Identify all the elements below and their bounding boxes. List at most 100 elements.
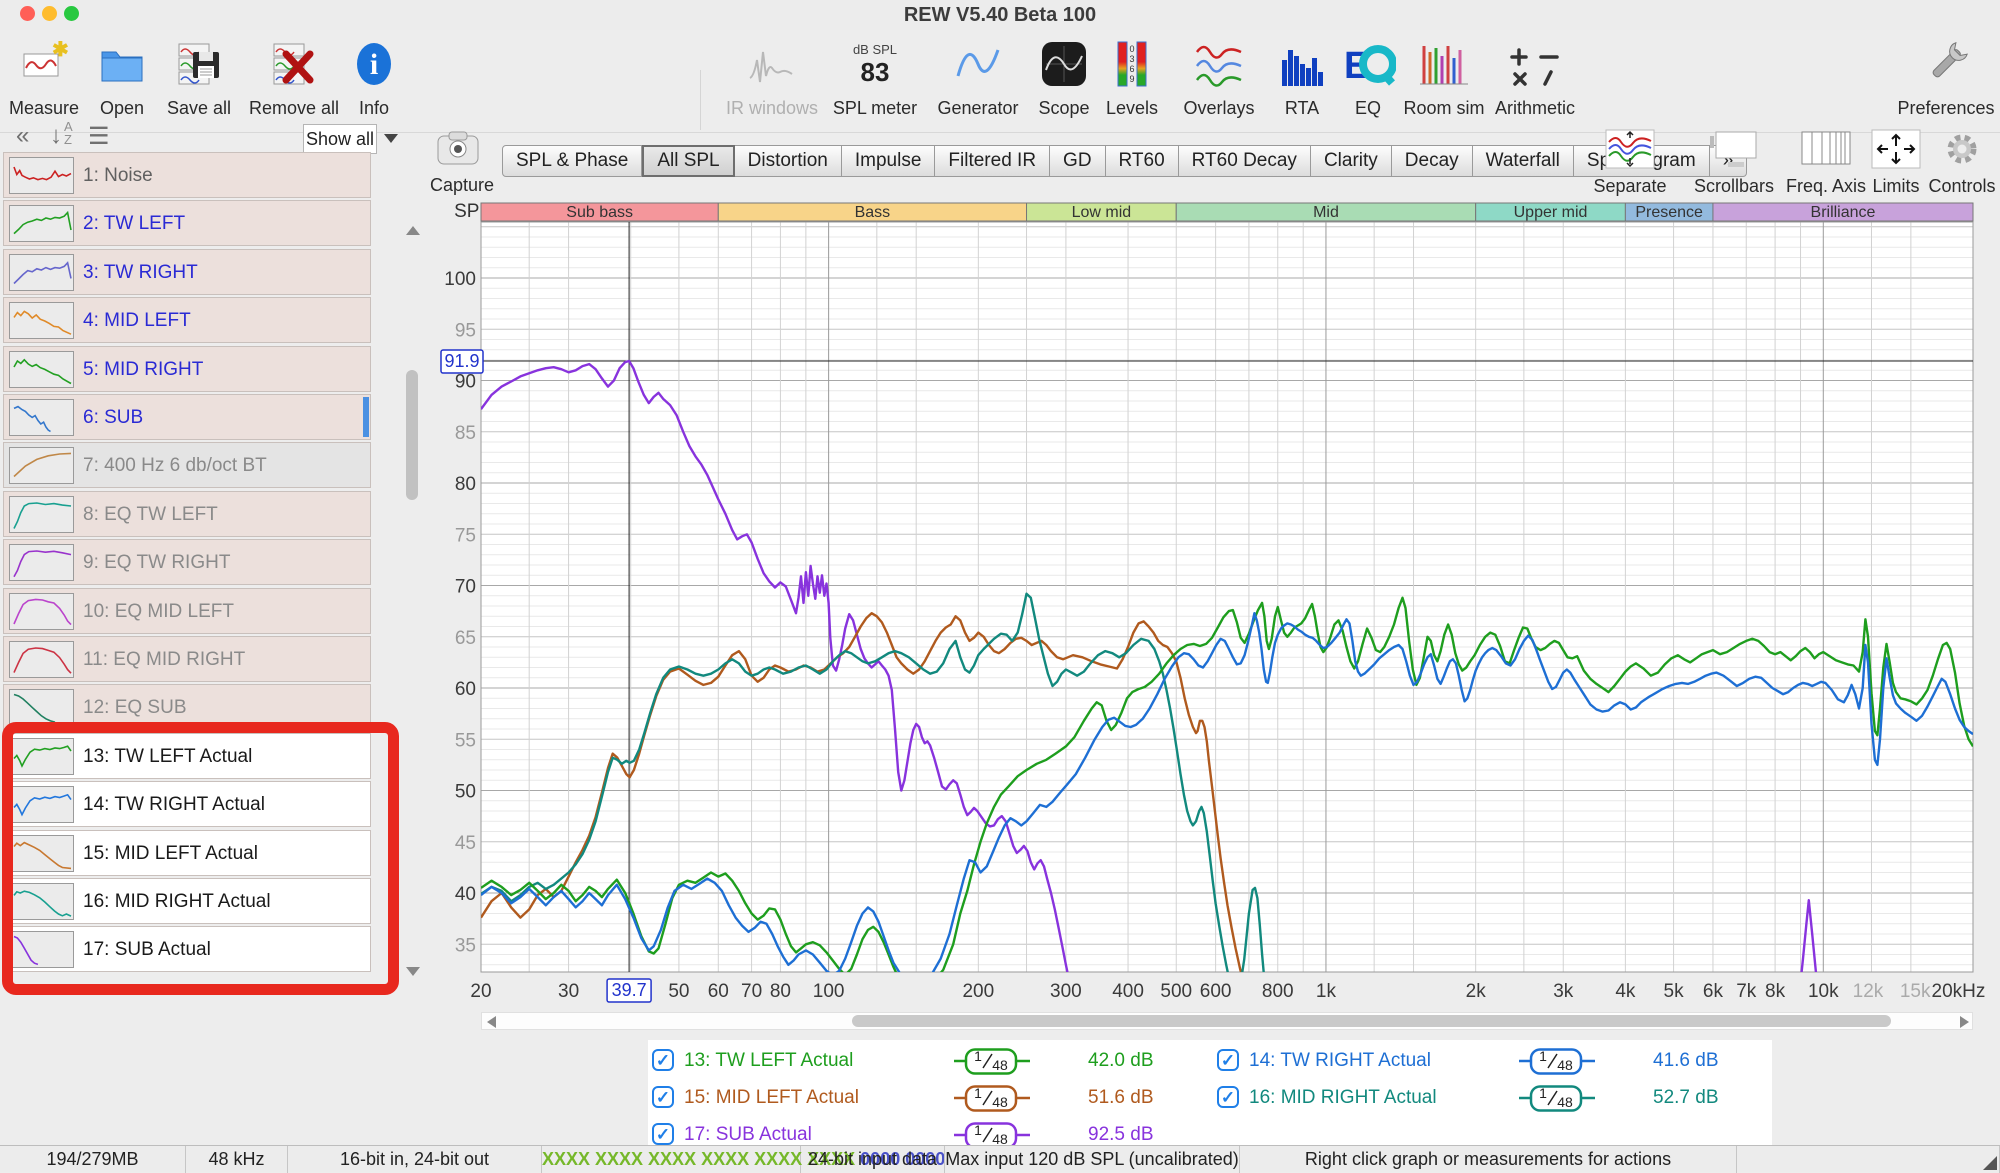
measurement-item-10[interactable]: 10: EQ MID LEFT <box>3 588 371 634</box>
measurement-item-6[interactable]: 6: SUB <box>3 394 371 440</box>
measurement-item-9[interactable]: 9: EQ TW RIGHT <box>3 539 371 585</box>
svg-text:80: 80 <box>770 981 791 1002</box>
status-segment <box>1737 1146 2000 1173</box>
svg-text:800: 800 <box>1262 981 1294 1002</box>
svg-text:60: 60 <box>455 679 476 700</box>
svg-text:50: 50 <box>455 782 476 803</box>
toolbar-button-ir-windows[interactable]: IR windows <box>717 38 827 119</box>
measurement-item-3[interactable]: 3: TW RIGHT <box>3 249 371 295</box>
scroll-up-arrow[interactable] <box>406 226 420 235</box>
svg-text:7k: 7k <box>1736 981 1757 1002</box>
tab-filtered-ir[interactable]: Filtered IR <box>935 145 1050 177</box>
collapse-sidebar-icon[interactable]: « <box>16 122 29 150</box>
scroll-down-arrow[interactable] <box>406 967 420 976</box>
measurement-thumbnail <box>9 157 74 194</box>
legend-trace-name[interactable]: 16: MID RIGHT Actual <box>1249 1087 1437 1109</box>
crosshair-freq-readout: 39.7 <box>607 979 651 1002</box>
svg-text:10k: 10k <box>1808 981 1839 1002</box>
tab-waterfall[interactable]: Waterfall <box>1473 145 1574 177</box>
measurement-thumbnail <box>9 593 74 630</box>
graph-button-separate[interactable]: Separate <box>1578 128 1682 197</box>
svg-text:100: 100 <box>813 981 845 1002</box>
svg-text:95: 95 <box>455 320 476 341</box>
measurement-label: 8: EQ TW LEFT <box>83 504 218 526</box>
svg-text:200: 200 <box>962 981 994 1002</box>
measurement-label: 3: TW RIGHT <box>83 262 198 284</box>
highlight-annotation-box <box>2 722 399 995</box>
toolbar-button-arithmetic[interactable]: Arithmetic <box>1480 38 1590 119</box>
measurement-item-4[interactable]: 4: MID LEFT <box>3 297 371 343</box>
tab-rt60-decay[interactable]: RT60 Decay <box>1179 145 1311 177</box>
measurement-label: 7: 400 Hz 6 db/oct BT <box>83 455 267 477</box>
tab-gd[interactable]: GD <box>1050 145 1106 177</box>
svg-text:50: 50 <box>668 981 689 1002</box>
graph-scrollbar-thumb[interactable] <box>852 1015 1891 1027</box>
sidebar-scrollbar-thumb[interactable] <box>406 370 418 500</box>
measurement-item-11[interactable]: 11: EQ MID RIGHT <box>3 636 371 682</box>
controls-icon <box>1910 128 2000 170</box>
tab-distortion[interactable]: Distortion <box>735 145 842 177</box>
measurement-item-8[interactable]: 8: EQ TW LEFT <box>3 491 371 537</box>
smoothing-badge[interactable]: 148 <box>1517 1085 1597 1112</box>
graph-button-scrollbars[interactable]: Scrollbars <box>1682 128 1786 197</box>
capture-icon <box>430 128 486 173</box>
tab-spl-phase[interactable]: SPL & Phase <box>502 145 642 177</box>
legend-trace-name[interactable]: 17: SUB Actual <box>684 1124 812 1146</box>
measurement-label: 12: EQ SUB <box>83 697 187 719</box>
svg-text:6k: 6k <box>1703 981 1724 1002</box>
legend-trace-name[interactable]: 14: TW RIGHT Actual <box>1249 1050 1431 1072</box>
tab-impulse[interactable]: Impulse <box>842 145 936 177</box>
toolbar-button-save-all[interactable]: Save all <box>144 38 254 119</box>
toolbar-button-preferences[interactable]: Preferences <box>1891 38 2000 119</box>
status-segment: Max input 120 dB SPL (uncalibrated) <box>945 1146 1240 1173</box>
plot-area[interactable] <box>481 222 1973 972</box>
ir-windows-icon <box>717 38 827 90</box>
legend-trace-name[interactable]: 13: TW LEFT Actual <box>684 1050 853 1072</box>
smoothing-badge[interactable]: 148 <box>1517 1048 1597 1075</box>
measurement-label: 10: EQ MID LEFT <box>83 601 234 623</box>
measurement-item-7[interactable]: 7: 400 Hz 6 db/oct BT <box>3 442 371 488</box>
legend-checkbox[interactable]: ✓ <box>652 1086 674 1108</box>
svg-text:20: 20 <box>470 981 491 1002</box>
measurement-item-2[interactable]: 2: TW LEFT <box>3 200 371 246</box>
tab-decay[interactable]: Decay <box>1392 145 1473 177</box>
measurement-item-5[interactable]: 5: MID RIGHT <box>3 346 371 392</box>
measurement-label: 2: TW LEFT <box>83 213 185 235</box>
legend-checkbox[interactable]: ✓ <box>652 1123 674 1145</box>
graph-scroll-left-arrow[interactable] <box>487 1016 496 1028</box>
status-segment: Right click graph or measurements for ac… <box>1240 1146 1737 1173</box>
measurement-item-1[interactable]: 1: Noise <box>3 152 371 198</box>
arithmetic-icon <box>1480 38 1590 90</box>
resize-grip[interactable] <box>1983 1156 1997 1170</box>
legend-trace-name[interactable]: 15: MID LEFT Actual <box>684 1087 859 1109</box>
capture-button[interactable]: Capture <box>430 128 486 196</box>
svg-text:65: 65 <box>455 628 476 649</box>
legend-checkbox[interactable]: ✓ <box>1217 1086 1239 1108</box>
menu-icon[interactable]: ☰ <box>88 122 110 151</box>
sort-icon[interactable]: ↓ <box>50 122 62 150</box>
tab-rt60[interactable]: RT60 <box>1106 145 1179 177</box>
graph-scroll-right-arrow[interactable] <box>1960 1016 1969 1028</box>
show-all-dropdown-arrow[interactable] <box>384 134 398 143</box>
legend-checkbox[interactable]: ✓ <box>1217 1049 1239 1071</box>
smoothing-badge[interactable]: 148 <box>952 1048 1032 1075</box>
tab-clarity[interactable]: Clarity <box>1311 145 1392 177</box>
tab-all-spl[interactable]: All SPL <box>642 145 734 177</box>
status-segment: 194/279MB <box>0 1146 186 1173</box>
graph-horizontal-scrollbar[interactable] <box>481 1012 1973 1030</box>
legend-checkbox[interactable]: ✓ <box>652 1049 674 1071</box>
svg-text:45: 45 <box>455 833 476 854</box>
graph-button-controls[interactable]: Controls <box>1910 128 2000 197</box>
svg-text:Bass: Bass <box>855 204 891 221</box>
sidebar-scrollbar[interactable] <box>404 222 420 980</box>
svg-text:1: 1 <box>1539 1085 1547 1101</box>
smoothing-badge[interactable]: 148 <box>952 1085 1032 1112</box>
